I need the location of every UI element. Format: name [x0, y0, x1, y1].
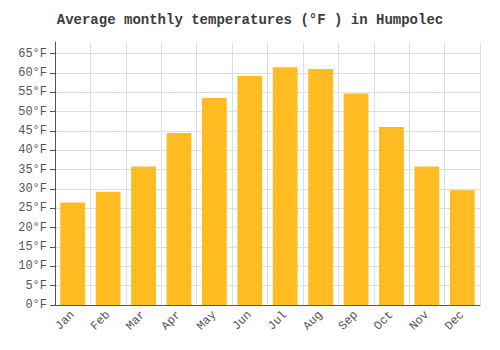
svg-text:Aug: Aug	[300, 308, 325, 333]
svg-text:20°F: 20°F	[18, 221, 47, 235]
svg-text:10°F: 10°F	[18, 259, 47, 273]
svg-text:40°F: 40°F	[18, 143, 47, 157]
svg-text:Dec: Dec	[442, 308, 467, 333]
svg-text:Feb: Feb	[88, 308, 113, 333]
svg-text:50°F: 50°F	[18, 105, 47, 119]
svg-text:Apr: Apr	[159, 308, 184, 333]
svg-text:Nov: Nov	[407, 308, 432, 333]
svg-text:5°F: 5°F	[25, 279, 47, 293]
svg-text:0°F: 0°F	[25, 298, 47, 312]
svg-text:Jul: Jul	[265, 308, 290, 333]
svg-text:Mar: Mar	[123, 308, 148, 333]
svg-text:45°F: 45°F	[18, 124, 47, 138]
svg-text:Jan: Jan	[53, 308, 78, 333]
svg-text:25°F: 25°F	[18, 201, 47, 215]
svg-text:65°F: 65°F	[18, 47, 47, 61]
svg-text:55°F: 55°F	[18, 85, 47, 99]
svg-text:35°F: 35°F	[18, 163, 47, 177]
svg-text:60°F: 60°F	[18, 66, 47, 80]
svg-text:May: May	[194, 308, 219, 333]
svg-text:Sep: Sep	[336, 308, 361, 333]
svg-text:Oct: Oct	[371, 308, 396, 333]
svg-text:30°F: 30°F	[18, 182, 47, 196]
svg-text:15°F: 15°F	[18, 240, 47, 254]
svg-text:Average monthly temperatures (: Average monthly temperatures (°F ) in Hu…	[57, 12, 443, 28]
svg-text:Jun: Jun	[230, 308, 255, 333]
